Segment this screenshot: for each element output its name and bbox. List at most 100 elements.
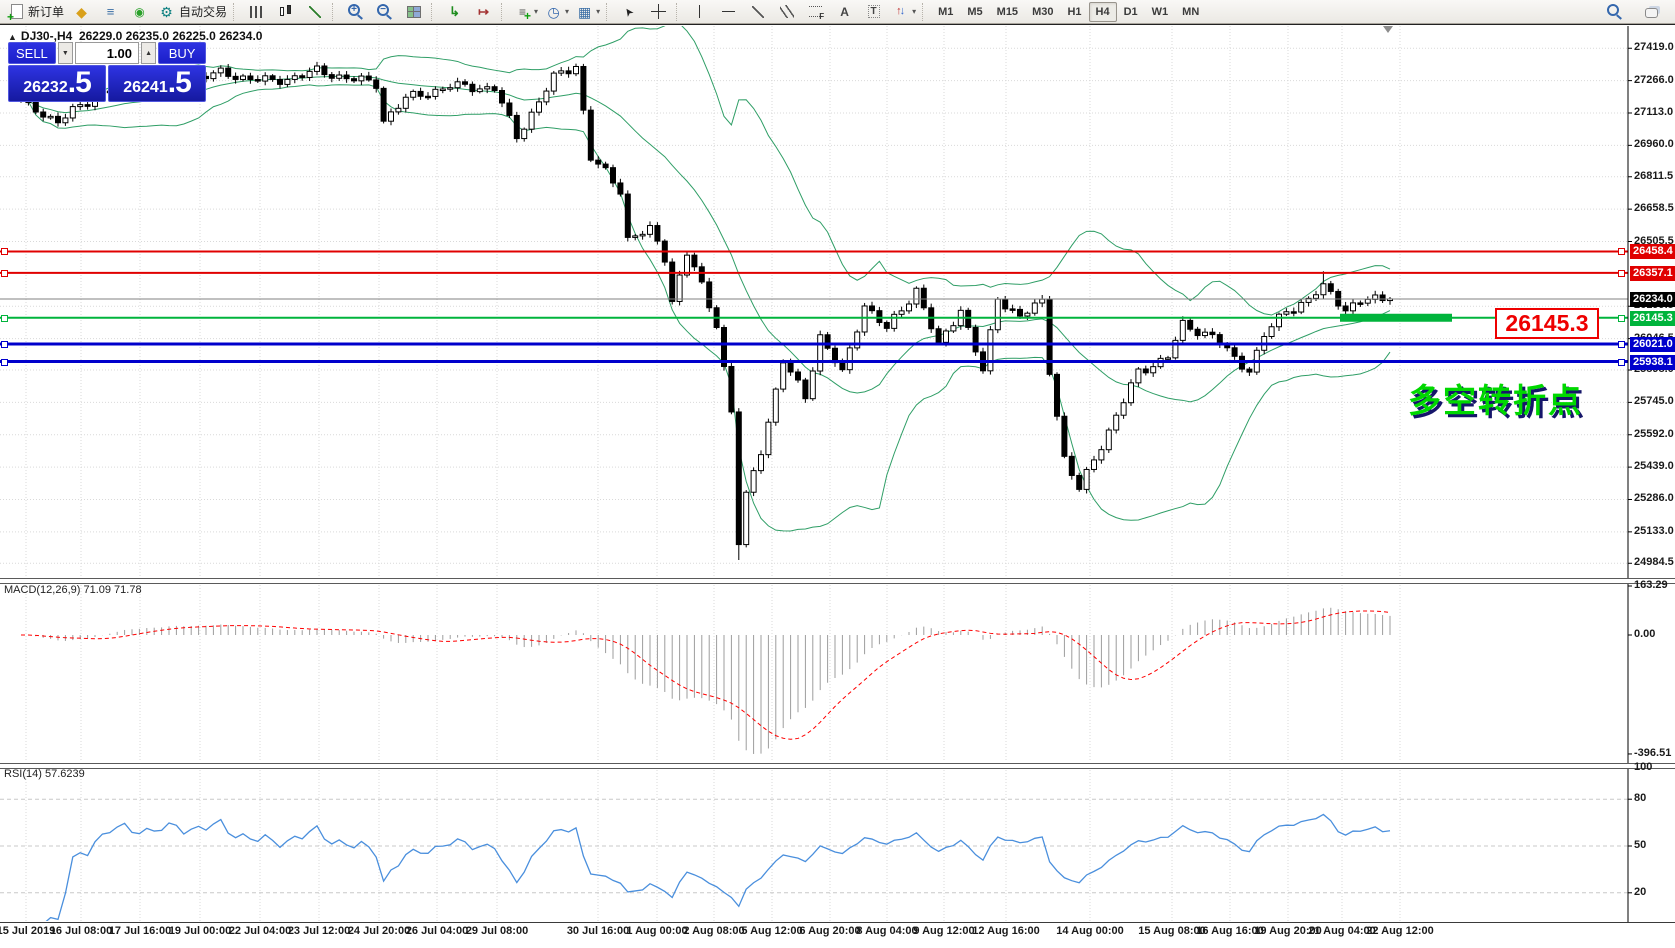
- volume-increment-button[interactable]: ▲: [141, 42, 157, 64]
- crosshair-button[interactable]: [644, 0, 673, 23]
- market-depth-button[interactable]: ≡: [96, 0, 125, 23]
- template-icon: ▦: [577, 3, 592, 20]
- cursor-icon: ➤: [621, 4, 637, 20]
- turning-point-annotation[interactable]: 多空转折点: [1408, 382, 1583, 419]
- text-label-button[interactable]: T: [859, 0, 888, 23]
- horizontal-line-button[interactable]: [714, 0, 743, 23]
- time-axis-label: 23 Jul 12:00: [287, 925, 351, 937]
- buy-price-main: 26241: [123, 79, 168, 96]
- time-axis-label: 24 Jul 20:00: [347, 925, 411, 937]
- time-axis-label: 15 Jul 2019: [0, 925, 56, 937]
- price-annotation-box[interactable]: 26145.3: [1495, 308, 1599, 339]
- chat-button[interactable]: [1637, 0, 1666, 23]
- trendline-button[interactable]: [743, 0, 772, 23]
- signals-button[interactable]: ◉: [125, 0, 154, 23]
- styler-button[interactable]: ◆: [67, 0, 96, 23]
- zoom-in-icon: +: [346, 2, 365, 21]
- chevron-down-icon: ▾: [565, 7, 570, 16]
- price-tick-label: 25745.0: [1634, 395, 1674, 408]
- time-axis-label: 26 Jul 04:00: [405, 925, 469, 937]
- fibonacci-icon: [806, 2, 825, 21]
- bar-chart-button[interactable]: [242, 0, 271, 23]
- time-axis-label: 16 Aug 16:00: [1196, 925, 1264, 937]
- rsi-level-label: 100: [1634, 761, 1653, 773]
- vertical-line-button[interactable]: [685, 0, 714, 23]
- toolbar-right: [1600, 0, 1672, 23]
- auto-scroll-icon: ↳: [449, 4, 460, 19]
- new-order-button[interactable]: + 新订单: [3, 0, 67, 23]
- text-button[interactable]: A: [830, 0, 859, 23]
- timeframe-m1-button[interactable]: M1: [938, 5, 954, 18]
- arrows-icon: ↑ ↓: [896, 5, 906, 17]
- zoom-in-button[interactable]: +: [341, 0, 370, 23]
- line-anchor-icon[interactable]: [1, 358, 8, 366]
- line-anchor-icon[interactable]: [1618, 269, 1625, 277]
- time-axis-label: 19 Jul 00:00: [168, 925, 232, 937]
- clock-icon: ◷: [547, 3, 560, 20]
- line-chart-button[interactable]: [300, 0, 329, 23]
- toolbar-separator: [501, 2, 506, 21]
- price-tick-label: 26505.5: [1634, 234, 1674, 247]
- search-button[interactable]: [1600, 0, 1629, 23]
- macd-axis-label: -396.51: [1634, 746, 1672, 759]
- timeframe-m5-button[interactable]: M5: [967, 5, 983, 18]
- crosshair-icon: [649, 2, 668, 21]
- indicators-button[interactable]: ≡ + ▾: [510, 0, 541, 23]
- arrows-button[interactable]: ↑ ↓ ▾: [888, 0, 919, 23]
- symbol-period-label: DJ30-,H4: [20, 29, 73, 43]
- panel-separator-macd[interactable]: [0, 578, 1675, 584]
- collapse-trade-panel-icon[interactable]: ▲: [8, 32, 17, 42]
- timeframe-w1-button[interactable]: W1: [1151, 5, 1169, 18]
- toolbar-separator: [233, 2, 238, 21]
- rsi-panel: [0, 798, 1628, 921]
- sell-price-pips: .5: [67, 66, 92, 99]
- time-axis-label: 17 Jul 16:00: [108, 925, 172, 937]
- line-anchor-icon[interactable]: [1, 269, 8, 277]
- line-anchor-icon[interactable]: [1618, 248, 1625, 256]
- panel-separator-rsi[interactable]: [0, 763, 1675, 769]
- timeframe-mn-button[interactable]: MN: [1182, 5, 1200, 18]
- line-anchor-icon[interactable]: [1618, 340, 1625, 348]
- cursor-button[interactable]: ➤: [615, 0, 644, 23]
- price-panel: [0, 26, 1628, 560]
- grid: [0, 26, 1628, 921]
- sell-button[interactable]: SELL: [8, 42, 56, 64]
- line-anchor-icon[interactable]: [1, 248, 8, 256]
- chevron-down-icon: ▾: [912, 7, 917, 16]
- templates-button[interactable]: ▦ ▾: [572, 0, 603, 23]
- line-anchor-icon[interactable]: [1, 314, 8, 322]
- hline-icon: [719, 2, 738, 21]
- chevron-down-icon: ▾: [596, 7, 601, 16]
- chart-shift-button[interactable]: ↦: [469, 0, 498, 23]
- line-anchor-icon[interactable]: [1618, 314, 1625, 322]
- sell-price-button[interactable]: 26232.5: [8, 65, 106, 102]
- macd-axis-label: 0.00: [1634, 628, 1656, 640]
- timeframe-m15-button[interactable]: M15: [996, 5, 1019, 18]
- time-axis-label: 8 Aug 04:00: [856, 925, 918, 937]
- auto-trading-button[interactable]: ⚙ 自动交易: [154, 0, 230, 23]
- trendline-icon: [748, 2, 767, 21]
- time-axis-label: 22 Aug 12:00: [1366, 925, 1434, 937]
- zoom-out-button[interactable]: −: [370, 0, 399, 23]
- auto-scroll-button[interactable]: ↳: [440, 0, 469, 23]
- line-anchor-icon[interactable]: [1618, 358, 1625, 366]
- fibonacci-button[interactable]: [801, 0, 830, 23]
- price-tick-label: 27113.0: [1634, 105, 1674, 118]
- timeframe-h4-button[interactable]: H4: [1088, 1, 1117, 22]
- time-axis-label: 22 Jul 04:00: [228, 925, 292, 937]
- volume-input[interactable]: [75, 42, 139, 64]
- timeframe-h1-button[interactable]: H1: [1067, 5, 1082, 18]
- periods-button[interactable]: ◷ ▾: [541, 0, 572, 23]
- tile-windows-button[interactable]: [399, 0, 428, 23]
- volume-decrement-button[interactable]: ▼: [57, 42, 73, 64]
- chart-canvas: [0, 26, 1632, 922]
- buy-price-button[interactable]: 26241.5: [108, 65, 206, 102]
- buy-button[interactable]: BUY: [158, 42, 206, 64]
- equidistant-channel-button[interactable]: [772, 0, 801, 23]
- candlesticks: [18, 61, 1393, 560]
- candlestick-chart-button[interactable]: [271, 0, 300, 23]
- timeframe-d1-button[interactable]: D1: [1123, 5, 1138, 18]
- line-anchor-icon[interactable]: [1, 340, 8, 348]
- timeframe-m30-button[interactable]: M30: [1032, 5, 1054, 18]
